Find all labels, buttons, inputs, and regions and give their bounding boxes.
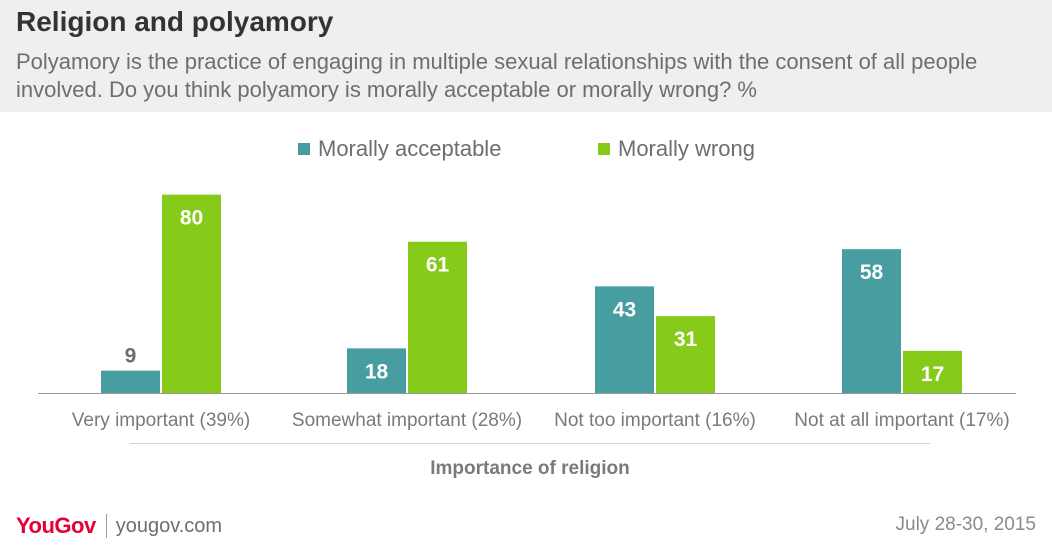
chart-header: Religion and polyamory Polyamory is the … <box>0 0 1052 112</box>
data-label-wrong-4: 17 <box>921 363 944 386</box>
legend-label-acceptable: Morally acceptable <box>318 136 502 161</box>
bar-wrong-2 <box>408 241 467 393</box>
bar-acceptable-4 <box>842 249 901 393</box>
x-tick-label-3: Not too important (16%) <box>554 410 756 431</box>
legend-swatch-wrong <box>598 143 610 155</box>
bar-acceptable-2 <box>347 348 406 393</box>
bar-acceptable-3 <box>595 286 654 393</box>
data-label-acceptable-1: 9 <box>125 345 137 368</box>
footer-brand: YouGov yougov.com <box>16 513 222 539</box>
bar-wrong-3 <box>656 316 715 393</box>
yougov-logo: YouGov <box>16 513 96 538</box>
data-label-acceptable-4: 58 <box>860 261 884 284</box>
chart-subtitle: Polyamory is the practice of engaging in… <box>16 49 978 102</box>
bar-acceptable-1 <box>101 370 160 393</box>
x-tick-label-1: Very important (39%) <box>72 410 250 431</box>
data-label-wrong-1: 80 <box>180 207 203 230</box>
bar-wrong-1 <box>162 194 221 393</box>
footer-divider <box>105 514 107 538</box>
legend-swatch-acceptable <box>298 143 310 155</box>
legend-item-acceptable: Morally acceptable <box>298 136 502 161</box>
footer-date: July 28-30, 2015 <box>895 514 1037 535</box>
legend-item-wrong: Morally wrong <box>598 136 755 161</box>
data-label-wrong-2: 61 <box>426 254 450 277</box>
chart-title: Religion and polyamory <box>16 6 334 37</box>
x-axis-title: Importance of religion <box>430 458 630 479</box>
data-label-wrong-3: 31 <box>674 328 698 351</box>
x-tick-label-4: Not at all important (17%) <box>794 410 1009 431</box>
x-tick-label-2: Somewhat important (28%) <box>292 410 522 431</box>
data-label-acceptable-3: 43 <box>613 298 636 321</box>
data-label-acceptable-2: 18 <box>365 360 389 383</box>
legend-label-wrong: Morally wrong <box>618 136 755 161</box>
bar-wrong-4 <box>903 350 962 393</box>
footer-url[interactable]: yougov.com <box>115 514 223 537</box>
